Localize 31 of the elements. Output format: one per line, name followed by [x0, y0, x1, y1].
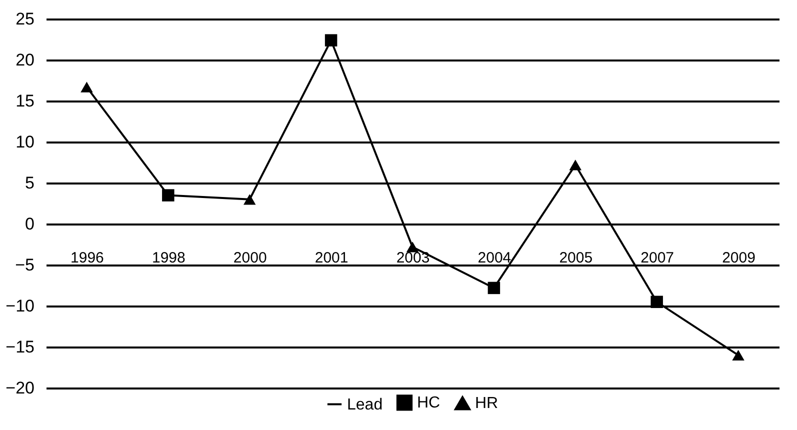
- y-tick-label: −10: [6, 296, 34, 316]
- y-tick-label: 0: [25, 214, 34, 234]
- x-tick-label: 2007: [640, 250, 674, 266]
- point: [732, 350, 744, 361]
- y-tick-label: 25: [16, 10, 34, 28]
- x-tick-label: 2009: [722, 250, 756, 266]
- y-tick-label: 20: [16, 50, 34, 70]
- point: [650, 296, 663, 308]
- point: [406, 242, 419, 252]
- x-tick-label: 2001: [314, 250, 348, 266]
- point: [569, 160, 582, 170]
- x-tick-label: 2004: [478, 250, 512, 266]
- legend-label: HR: [475, 395, 498, 412]
- point: [488, 282, 500, 294]
- x-tick-label: 1998: [152, 250, 186, 266]
- y-tick-label: −20: [6, 378, 34, 398]
- y-tick-label: −5: [15, 256, 34, 274]
- legend-label: HC: [417, 394, 440, 412]
- y-tick-label: 15: [16, 92, 34, 110]
- x-tick-label: 2003: [396, 250, 430, 266]
- point: [162, 189, 174, 202]
- point: [243, 194, 256, 205]
- y-tick-label: 5: [25, 174, 34, 192]
- legend-label: Lead: [347, 396, 383, 414]
- x-tick-label: 2000: [233, 250, 267, 266]
- y-tick-label: 10: [16, 132, 34, 152]
- x-tick-label: 2005: [559, 250, 593, 266]
- y-tick-label: −15: [6, 338, 34, 356]
- x-tick-label: 1996: [70, 250, 104, 266]
- point: [80, 82, 93, 92]
- point: [324, 34, 338, 46]
